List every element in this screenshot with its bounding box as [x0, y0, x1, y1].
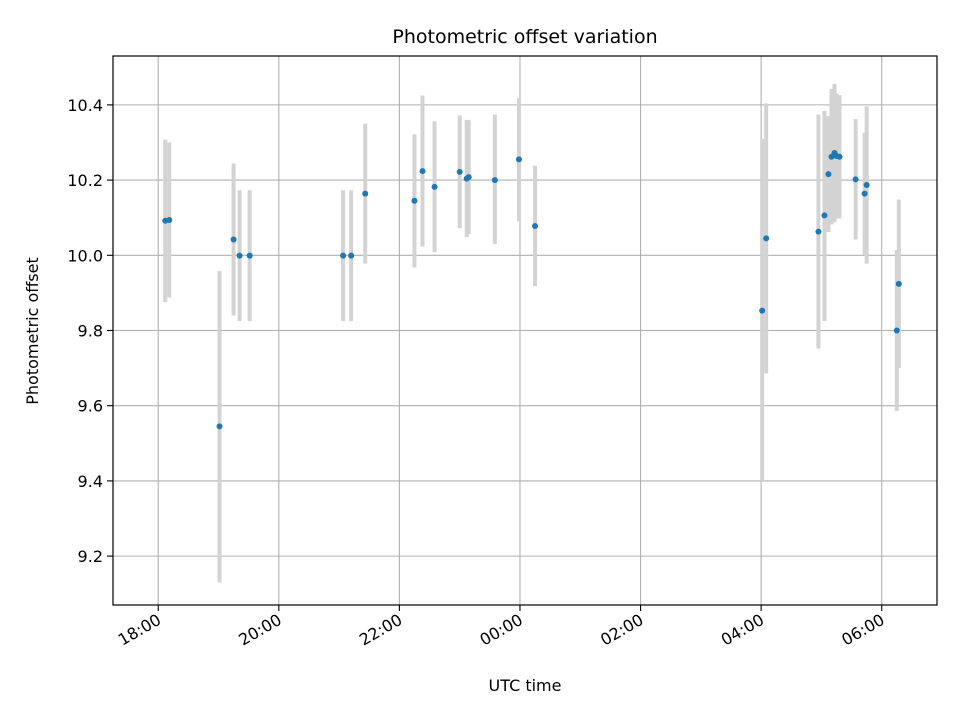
y-tick-label: 9.6: [78, 397, 103, 416]
y-tick-label: 9.8: [78, 322, 103, 341]
y-tick-label: 10.2: [67, 171, 103, 190]
y-tick-label: 9.4: [78, 472, 103, 491]
y-axis-label: Photometric offset: [23, 257, 42, 405]
data-point: [861, 190, 868, 197]
data-point: [216, 423, 223, 430]
chart-title: Photometric offset variation: [392, 26, 657, 48]
data-point: [836, 153, 843, 160]
data-point: [893, 327, 900, 334]
data-point: [821, 212, 828, 219]
data-point: [465, 174, 472, 181]
data-point: [246, 252, 253, 259]
data-point: [515, 156, 522, 163]
data-point: [491, 177, 498, 184]
data-point: [348, 252, 355, 259]
y-tick-label: 10.0: [67, 246, 103, 265]
x-axis-label: UTC time: [489, 676, 562, 695]
data-point: [456, 168, 463, 175]
data-point: [411, 197, 418, 204]
y-tick-label: 9.2: [78, 547, 103, 566]
data-point: [431, 183, 438, 190]
data-point: [763, 235, 770, 242]
data-point: [852, 176, 859, 183]
data-points: [162, 150, 902, 430]
data-point: [236, 252, 243, 259]
y-tick-label: 10.4: [67, 96, 103, 115]
data-point: [166, 216, 173, 223]
data-point: [895, 280, 902, 287]
data-point: [815, 228, 822, 235]
data-point: [340, 252, 347, 259]
data-point: [230, 236, 237, 243]
data-point: [419, 168, 426, 175]
data-point: [759, 307, 766, 314]
data-point: [825, 171, 832, 178]
data-point: [362, 190, 369, 197]
data-point: [863, 181, 870, 188]
data-point: [532, 222, 539, 229]
